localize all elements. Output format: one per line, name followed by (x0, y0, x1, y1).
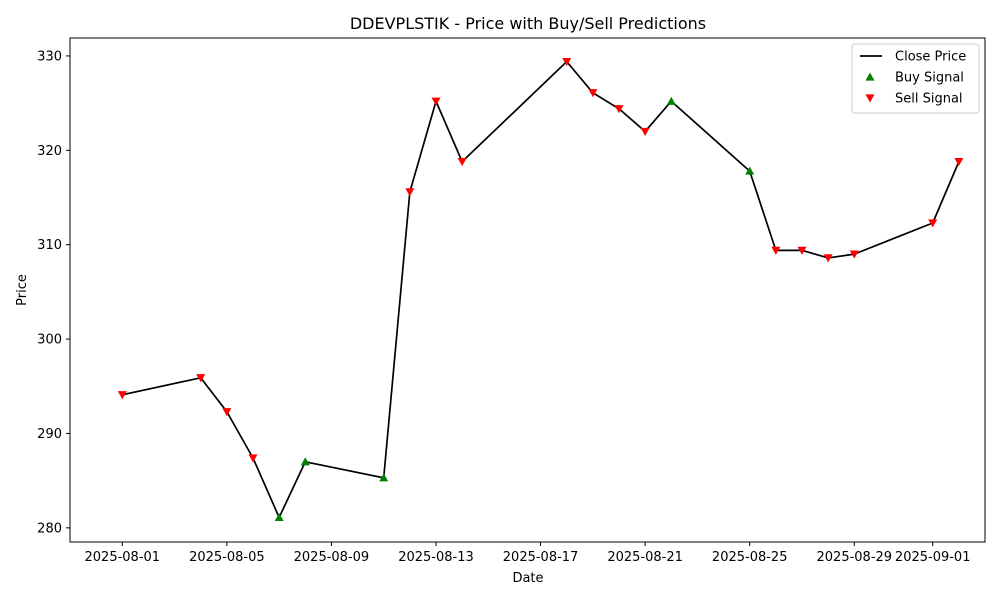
x-tick-label: 2025-08-25 (712, 550, 788, 565)
sell-signal-marker (196, 374, 206, 383)
sell-signal-marker (248, 454, 258, 463)
buy-signal-marker (745, 166, 755, 175)
x-axis-label: Date (512, 571, 543, 586)
legend-sell-swatch (865, 94, 875, 103)
sell-signal-marker (117, 391, 127, 400)
y-tick-label: 290 (37, 427, 62, 442)
x-tick-label: 2025-09-01 (895, 550, 971, 565)
legend-label: Sell Signal (895, 92, 963, 107)
sell-signal-marker (954, 158, 964, 167)
buy-signal-marker (379, 473, 389, 482)
x-tick-label: 2025-08-29 (817, 550, 893, 565)
x-tick-label: 2025-08-09 (294, 550, 370, 565)
plot-area (117, 57, 964, 522)
sell-signal-marker (928, 219, 938, 228)
y-axis-label: Price (15, 274, 30, 306)
sell-signal-marker (771, 246, 781, 255)
sell-signal-marker (405, 188, 415, 197)
sell-signal-marker (222, 408, 232, 417)
sell-signal-marker (614, 105, 624, 114)
x-tick-label: 2025-08-01 (85, 550, 161, 565)
y-tick-label: 320 (37, 144, 62, 159)
axes: 280 290 300 310 320 330 2025-08-01 2025-08-05 20… (37, 37, 986, 565)
sell-signal-marker (640, 127, 650, 136)
legend-box (851, 43, 980, 114)
legend-label: Buy Signal (895, 71, 964, 86)
sell-signal-marker (562, 57, 572, 67)
buy-signal-marker (666, 96, 676, 105)
sell-signal-marker (823, 254, 833, 263)
x-tick-label: 2025-08-21 (607, 550, 683, 565)
y-tick-label: 280 (37, 521, 62, 536)
x-tick-label: 2025-08-05 (189, 550, 265, 565)
legend: Close Price Buy Signal Sell Signal (851, 43, 980, 114)
chart-title: DDEVPLSTIK - Price with Buy/Sell Predict… (350, 14, 706, 33)
sell-signal-marker (797, 246, 807, 255)
buy-signal-marker (274, 512, 284, 522)
sell-signal-marker (431, 97, 441, 106)
legend-label: Close Price (895, 50, 966, 65)
y-tick-label: 310 (37, 238, 62, 253)
legend-buy-swatch (865, 72, 875, 81)
plot-frame (69, 37, 986, 543)
y-tick-label: 330 (37, 49, 62, 64)
buy-signal-marker (300, 457, 310, 466)
y-tick-label: 300 (37, 333, 62, 348)
close-price-line (122, 60, 960, 519)
x-tick-label: 2025-08-13 (398, 550, 474, 565)
sell-signal-marker (588, 89, 598, 98)
sell-signal-marker (849, 250, 859, 259)
sell-signal-marker (457, 158, 467, 167)
x-tick-label: 2025-08-17 (503, 550, 579, 565)
